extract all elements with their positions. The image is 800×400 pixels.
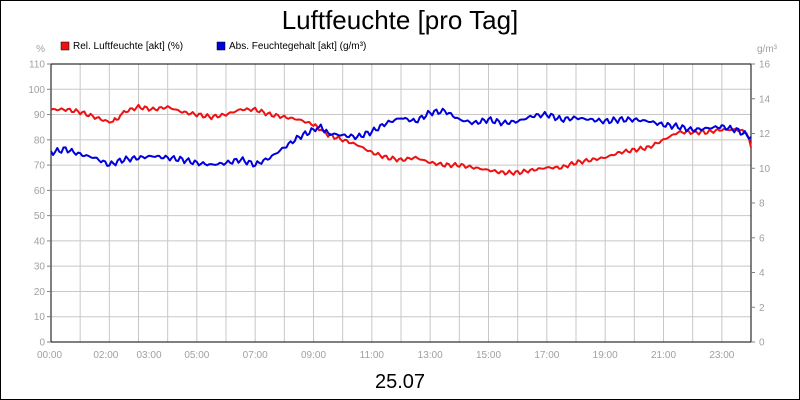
y-left-tick-label: 10	[34, 312, 46, 323]
x-tick-label: 00:00	[37, 350, 62, 361]
x-tick-label: 03:00	[137, 350, 162, 361]
y-left-tick-label: 80	[34, 135, 46, 146]
y-right-tick-label: 0	[759, 338, 765, 349]
y-left-tick-label: 0	[39, 338, 45, 349]
series-lines	[50, 103, 752, 176]
y-left-tick-label: 50	[34, 211, 46, 222]
y-left-tick-label: 20	[34, 287, 46, 298]
legend-swatch-abs-humidity	[216, 41, 226, 51]
y-right-tick-label: 6	[759, 233, 765, 244]
y-right-tick-label: 4	[759, 268, 765, 279]
y-left-tick-label: 90	[34, 110, 46, 121]
y-left-unit: %	[36, 44, 45, 55]
legend-label-rel-humidity: Rel. Luftfeuchte [akt] (%)	[73, 41, 183, 52]
y-right-tick-label: 8	[759, 199, 765, 210]
legend: Rel. Luftfeuchte [akt] (%) Abs. Feuchteg…	[60, 41, 366, 52]
axis-ticks: 0 10 20 30 40 50 60 70 80 90 100 110 0 2 4 6 8 10 12 14 16 00…	[28, 60, 770, 362]
y-right-tick-label: 16	[759, 60, 771, 71]
y-left-tick-label: 40	[34, 236, 46, 247]
y-left-tick-label: 30	[34, 262, 46, 273]
y-right-tick-label: 10	[759, 164, 771, 175]
x-tick-label: 05:00	[184, 350, 209, 361]
x-tick-label: 21:00	[651, 350, 676, 361]
y-left-tick-label: 110	[29, 60, 45, 71]
grid	[51, 64, 751, 342]
x-tick-label: 09:00	[301, 350, 326, 361]
x-tick-label: 23:00	[709, 350, 734, 361]
x-tick-label: 02:00	[93, 350, 118, 361]
abs-humidity-line	[50, 107, 752, 168]
legend-label-abs-humidity: Abs. Feuchtegehalt [akt] (g/m³)	[229, 41, 366, 52]
x-tick-label: 11:00	[360, 350, 385, 361]
y-right-tick-label: 12	[759, 129, 771, 140]
chart-title: Luftfeuchte [pro Tag]	[282, 5, 519, 35]
y-left-tick-label: 70	[34, 161, 46, 172]
y-left-tick-label: 100	[28, 85, 45, 96]
rel-humidity-line	[50, 103, 752, 176]
y-right-tick-label: 2	[759, 303, 765, 314]
y-left-tick-label: 60	[34, 186, 46, 197]
legend-swatch-rel-humidity	[60, 41, 70, 51]
x-tick-label: 13:00	[418, 350, 443, 361]
date-label: 25.07	[375, 371, 425, 393]
x-tick-label: 19:00	[593, 350, 618, 361]
y-right-tick-label: 14	[759, 94, 771, 105]
x-tick-label: 07:00	[243, 350, 268, 361]
y-right-unit: g/m³	[757, 44, 778, 55]
x-tick-label: 17:00	[534, 350, 559, 361]
x-tick-label: 15:00	[476, 350, 501, 361]
